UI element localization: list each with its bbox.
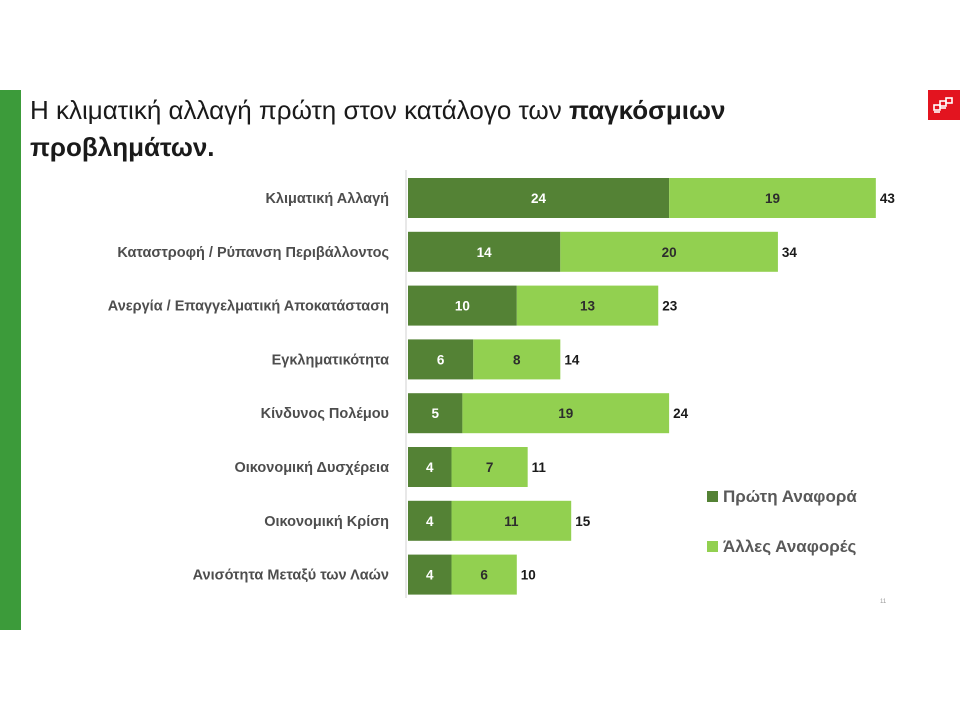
slide-title: Η κλιματική αλλαγή πρώτη στον κατάλογο τ… [30, 92, 890, 166]
bar-segment-first [408, 554, 452, 595]
title-regular: Η κλιματική αλλαγή πρώτη στον κατάλογο τ… [30, 95, 569, 125]
segment-value-label: 4 [426, 568, 434, 583]
legend-swatch-first [707, 491, 718, 502]
legend-label-other: Άλλες Αναφορές [723, 537, 856, 556]
segment-value-label: 14 [477, 245, 493, 260]
segment-value-label: 10 [455, 299, 470, 314]
total-value-label: 24 [673, 406, 689, 421]
segment-value-label: 6 [480, 568, 488, 583]
category-label: Ανισότητα Μεταξύ των Λαών [193, 568, 389, 584]
segment-value-label: 8 [513, 352, 521, 367]
category-label: Εγκληματικότητα [272, 352, 389, 368]
total-value-label: 15 [575, 514, 591, 529]
bar-segment-first [408, 447, 452, 487]
category-label: Οικονομική Κρίση [264, 514, 389, 530]
bar-segment-other [451, 554, 517, 595]
category-label: Κλιματική Αλλαγή [265, 191, 389, 207]
bar-segment-other [451, 500, 572, 541]
bar-segment-other [669, 178, 876, 218]
total-value-label: 14 [564, 352, 580, 367]
total-value-label: 23 [662, 299, 678, 314]
left-accent-bar [0, 90, 21, 630]
category-label: Καταστροφή / Ρύπανση Περιβάλλοντος [117, 245, 389, 261]
total-value-label: 34 [782, 245, 798, 260]
bar-segment-other [516, 285, 659, 326]
category-label: Ανεργία / Επαγγελματική Αποκατάσταση [108, 299, 389, 315]
bar-segment-other [462, 393, 670, 434]
category-label: Κίνδυνος Πολέμου [261, 406, 389, 422]
bar-segment-first [408, 178, 670, 218]
bar-segment-first [408, 500, 452, 541]
bars-group: Κλιματική Αλλαγή 24 19 43 Καταστροφή / Ρύπαν… [108, 178, 896, 595]
total-value-label: 11 [532, 460, 547, 475]
brand-logo-icon [928, 90, 960, 120]
segment-value-label: 4 [426, 514, 434, 529]
bar-segment-first [408, 231, 561, 272]
bar-segment-first [408, 339, 474, 380]
segment-value-label: 19 [558, 406, 573, 421]
page-number: 11 [880, 599, 887, 605]
total-value-label: 43 [880, 191, 896, 206]
category-label: Οικονομική Δυσχέρεια [235, 460, 390, 476]
segment-value-label: 4 [426, 460, 434, 475]
bar-segment-other [473, 339, 561, 380]
segment-value-label: 11 [504, 514, 519, 529]
title-bold: παγκόσμιων προβλημάτων. [30, 95, 726, 162]
legend-swatch-other [707, 541, 718, 552]
bar-segment-other [451, 447, 528, 487]
bar-segment-other [560, 231, 778, 272]
legend-label-first: Πρώτη Αναφορά [723, 487, 857, 506]
segment-value-label: 13 [580, 299, 596, 314]
total-value-label: 10 [521, 568, 536, 583]
segment-value-label: 19 [765, 191, 780, 206]
segment-value-label: 5 [431, 406, 439, 421]
segment-value-label: 24 [531, 191, 547, 206]
bar-segment-first [408, 393, 463, 434]
segment-value-label: 6 [437, 352, 445, 367]
segment-value-label: 20 [662, 245, 677, 260]
legend: Πρώτη Αναφορά Άλλες Αναφορές [707, 487, 857, 556]
bar-segment-first [408, 285, 517, 326]
segment-value-label: 7 [486, 460, 494, 475]
